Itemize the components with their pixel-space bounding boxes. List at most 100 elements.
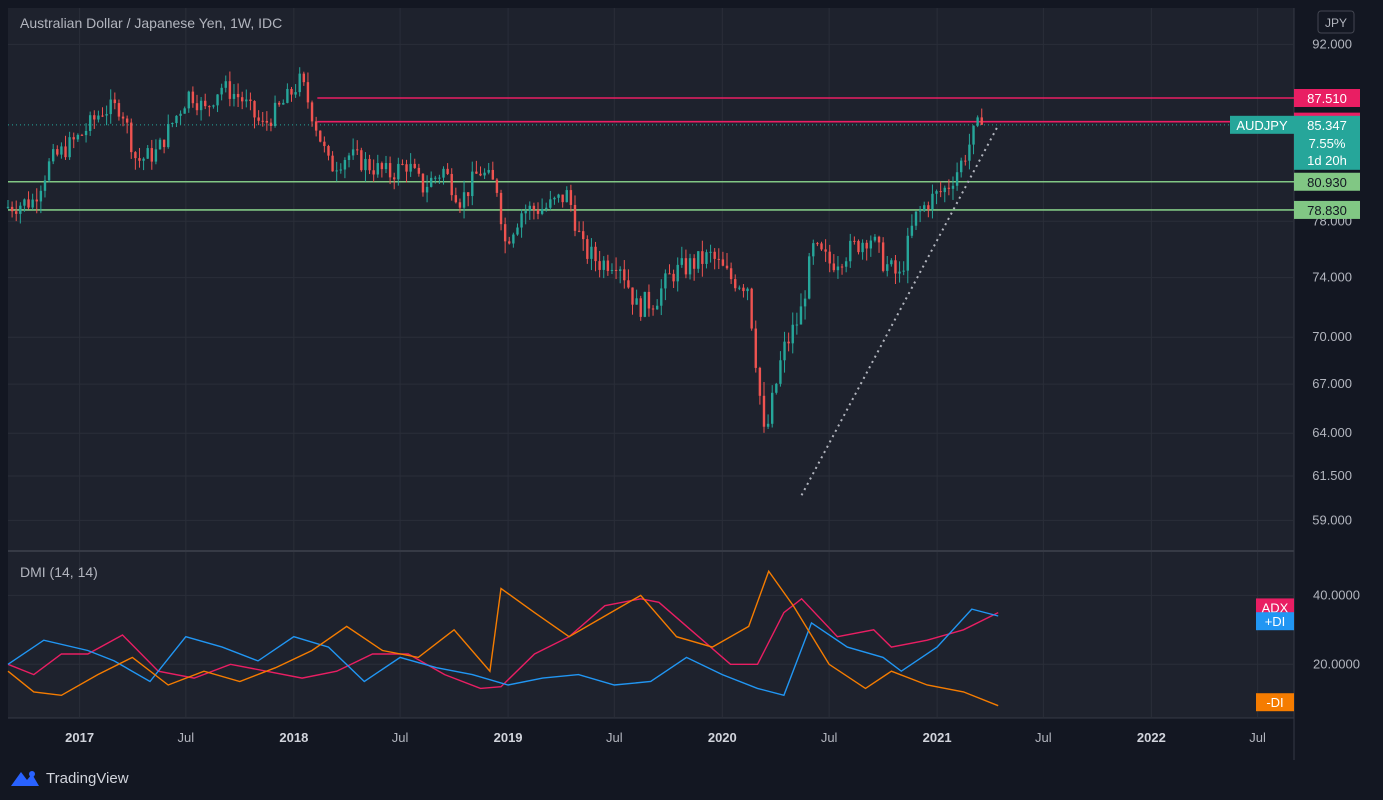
candle-body [660,288,663,306]
candle-body [138,158,141,161]
dmi-pane[interactable] [8,552,1294,718]
candle-body [376,163,379,175]
candle-body [43,180,47,191]
candle-body [76,134,80,140]
candle-body [701,251,704,264]
candle-body [766,423,770,427]
candle-body [647,291,651,309]
tradingview-logo[interactable]: TradingView [10,769,129,787]
candle-body [573,204,577,231]
candle-body [890,260,893,265]
y-tick-label: 67.000 [1312,376,1352,391]
candle-body [117,103,121,117]
trendline[interactable] [800,124,1000,496]
dmi-tag-label: +DI [1265,614,1286,629]
candle-body [684,258,688,275]
candle-body [840,266,844,268]
candle-body [232,93,236,99]
currency-badge[interactable] [1317,10,1355,34]
candle-body [590,246,593,259]
candle-body [943,187,946,193]
candle-body [27,199,30,208]
candle-body [672,273,675,282]
candle-body [849,240,852,262]
candle-body [553,197,556,200]
x-tick-label: 2019 [494,730,523,745]
candle-body [417,167,421,174]
candle-body [368,158,371,171]
candle-body [762,395,766,427]
y-tick-label: 61.500 [1312,468,1352,483]
candle-body [524,210,527,214]
candle-body [931,193,934,210]
level-label: 80.930 [1307,175,1347,190]
candle-body [475,171,478,174]
candle-body [869,240,873,249]
x-tick-label: Jul [392,730,409,745]
candle-body [725,265,729,269]
candle-body [499,192,503,225]
dmi-line--DI [7,569,999,707]
candle-body [754,328,757,368]
candle-body [335,170,338,172]
currency-label: JPY [1325,16,1347,30]
candle-body [187,91,190,109]
candle-body [93,115,96,120]
chart-canvas[interactable]: 92.00078.00074.00070.00067.00064.00061.5… [0,0,1383,760]
candle-body [261,120,264,122]
candle-body [623,269,626,281]
time-axis[interactable]: 2017 Jul 2018 Jul 2019 Jul 2020 Jul 2021 Jul 2022 J… [65,730,1266,745]
candle-body [795,324,799,326]
horizontal-levels[interactable] [8,97,1294,211]
y-tick-label: 59.000 [1312,512,1352,527]
x-tick-label: Jul [1249,730,1266,745]
candle-body [302,73,306,83]
candle-body [121,116,125,119]
candle-body [503,224,507,242]
candle-body [495,179,499,193]
candle-body [873,236,877,241]
x-tick-label: Jul [178,730,195,745]
candle-body [520,213,523,228]
level-label: 78.830 [1307,203,1347,218]
candle-body [356,149,359,151]
candle-body [968,144,971,161]
x-tick-label: Jul [1035,730,1052,745]
candle-body [257,117,260,121]
candle-body [171,123,174,125]
candle-body [561,194,564,203]
candle-body [130,122,133,153]
candle-body [594,246,597,262]
candle-body [15,211,18,214]
candle-body [175,115,178,124]
x-tick-label: 2021 [923,730,952,745]
candle-body [265,120,269,123]
uptrend-line[interactable] [800,124,1000,496]
candle-body [393,177,396,180]
y-tick-label: 74.000 [1312,270,1352,285]
candle-body [898,271,901,274]
candle-body [799,306,803,325]
candle-body [836,266,840,271]
candle-body [734,279,737,289]
candle-body [434,177,437,179]
candle-body [857,240,860,253]
candle-body [861,242,864,253]
candle-body [569,190,573,205]
price-pane[interactable] [8,8,1294,550]
candle-body [228,81,232,99]
candle-body [602,260,605,270]
candle-body [627,280,630,288]
candle-body [947,187,951,189]
level-label: 87.510 [1307,91,1347,106]
candle-body [450,173,453,196]
candle-body [458,202,462,208]
candle-body [142,158,145,161]
candle-body [532,205,536,210]
candle-body [918,210,922,212]
candle-body [60,146,63,155]
candle-body [397,163,400,180]
candle-body [282,102,285,105]
dmi-line-+DI [7,608,999,697]
candle-body [540,208,544,214]
